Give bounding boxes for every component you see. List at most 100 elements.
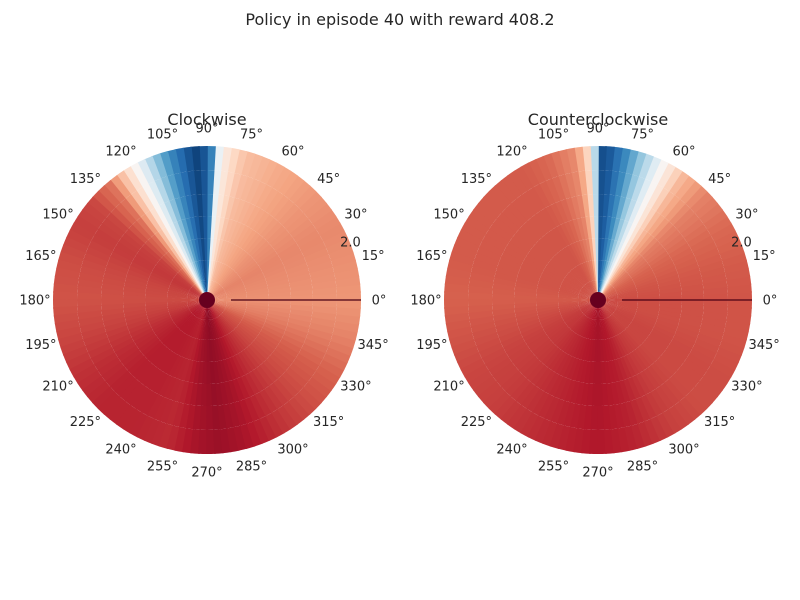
heatmap-cell xyxy=(615,381,626,404)
heatmap-cell xyxy=(580,216,589,240)
heatmap-cell xyxy=(649,330,671,347)
heatmap-cell xyxy=(187,240,197,263)
heatmap-cell xyxy=(593,361,599,384)
heatmap-cell xyxy=(217,404,229,430)
heatmap-cell xyxy=(657,312,681,323)
theta-tick-label: 105° xyxy=(538,127,569,142)
heatmap-cell xyxy=(135,362,155,383)
heatmap-cell xyxy=(567,219,580,243)
heatmap-cell xyxy=(617,427,631,453)
heatmap-cell xyxy=(589,429,599,454)
heatmap-cell xyxy=(309,321,335,335)
heatmap-cell xyxy=(256,213,275,235)
heatmap-cell xyxy=(706,364,732,385)
heatmap-cell xyxy=(303,337,329,354)
heatmap-cell xyxy=(492,308,516,318)
heatmap-cell xyxy=(237,260,258,277)
heatmap-cell xyxy=(653,324,675,339)
heatmap-cell xyxy=(451,339,477,356)
heatmap-cell xyxy=(259,158,278,185)
heatmap-cell xyxy=(175,334,190,356)
heatmap-cell xyxy=(100,293,124,301)
heatmap-cell xyxy=(556,329,573,349)
heatmap-cell xyxy=(584,238,592,261)
heatmap-cell xyxy=(83,252,109,268)
heatmap-cell xyxy=(597,146,607,171)
heatmap-cell xyxy=(608,316,622,334)
heatmap-cell xyxy=(264,269,288,282)
heatmap-cell xyxy=(172,278,191,291)
heatmap-cell xyxy=(195,383,204,406)
heatmap-cell xyxy=(147,312,170,323)
heatmap-cell xyxy=(234,224,250,247)
heatmap-cell xyxy=(637,293,660,299)
heatmap-cell xyxy=(243,274,265,286)
heatmap-cell xyxy=(670,337,693,354)
heatmap-cell xyxy=(277,170,299,196)
heatmap-cell xyxy=(146,308,169,317)
heatmap-cell xyxy=(655,318,679,331)
heatmap-cell xyxy=(135,187,155,212)
heatmap-cell xyxy=(134,253,156,270)
heatmap-cell xyxy=(585,318,593,339)
heatmap-cell xyxy=(266,312,290,323)
heatmap-cell xyxy=(538,343,557,363)
heatmap-cell xyxy=(602,170,613,195)
heatmap-cell xyxy=(301,240,327,258)
heatmap-cell xyxy=(198,260,204,281)
heatmap-cell xyxy=(702,370,728,392)
heatmap-cell xyxy=(497,261,520,275)
heatmap-cell xyxy=(656,273,680,285)
heatmap-cell xyxy=(550,176,566,202)
heatmap-cell xyxy=(701,272,727,284)
heatmap-cell xyxy=(289,217,313,239)
heatmap-cell xyxy=(541,271,563,284)
heatmap-cell xyxy=(265,273,289,285)
heatmap-cell xyxy=(656,315,680,327)
heatmap-cell xyxy=(636,234,655,255)
heatmap-cell xyxy=(231,355,246,377)
heatmap-cell xyxy=(557,149,572,175)
heatmap-cell xyxy=(198,429,208,455)
heatmap-cell xyxy=(225,283,245,293)
heatmap-cell xyxy=(289,361,313,383)
heatmap-cell xyxy=(456,352,483,371)
heatmap-cell xyxy=(87,240,113,258)
heatmap-cell xyxy=(179,196,190,219)
heatmap-cell xyxy=(62,236,89,255)
heatmap-cell xyxy=(259,388,279,413)
heatmap-cell xyxy=(574,316,588,334)
heatmap-cell xyxy=(503,246,526,263)
heatmap-cell xyxy=(188,317,199,337)
heatmap-cell xyxy=(158,258,178,275)
heatmap-cell xyxy=(563,172,577,198)
heatmap-cell xyxy=(254,183,273,209)
theta-tick-label: 345° xyxy=(357,338,388,353)
heatmap-cell xyxy=(65,229,92,248)
heatmap-cell xyxy=(557,174,572,200)
heatmap-cell xyxy=(226,246,242,267)
heatmap-cell xyxy=(266,277,290,288)
theta-tick-label: 75° xyxy=(240,127,263,142)
theta-tick-label: 30° xyxy=(344,208,367,223)
heatmap-cell xyxy=(488,223,513,243)
heatmap-cell xyxy=(597,238,602,261)
polar-panel-counterclockwise: Counterclockwise 0° 15° 30° 45° 60° 75° 90° 105… xyxy=(410,110,779,481)
heatmap-cell xyxy=(242,316,264,329)
heatmap-cell xyxy=(97,185,121,209)
heatmap-cell xyxy=(258,330,280,347)
heatmap-cell xyxy=(208,339,214,362)
heatmap-cell xyxy=(556,251,573,271)
heatmap-cell xyxy=(166,400,181,426)
heatmap-cell xyxy=(79,321,105,335)
heatmap-cell xyxy=(244,312,267,323)
heatmap-cell xyxy=(303,196,328,219)
heatmap-cell xyxy=(153,372,170,395)
heatmap-cell xyxy=(553,328,572,347)
heatmap-cell xyxy=(631,349,648,371)
heatmap-cell xyxy=(539,207,557,230)
heatmap-cell xyxy=(698,259,724,274)
heatmap-cell xyxy=(156,260,177,277)
heatmap-cell xyxy=(647,365,666,387)
heatmap-cell xyxy=(292,357,317,377)
